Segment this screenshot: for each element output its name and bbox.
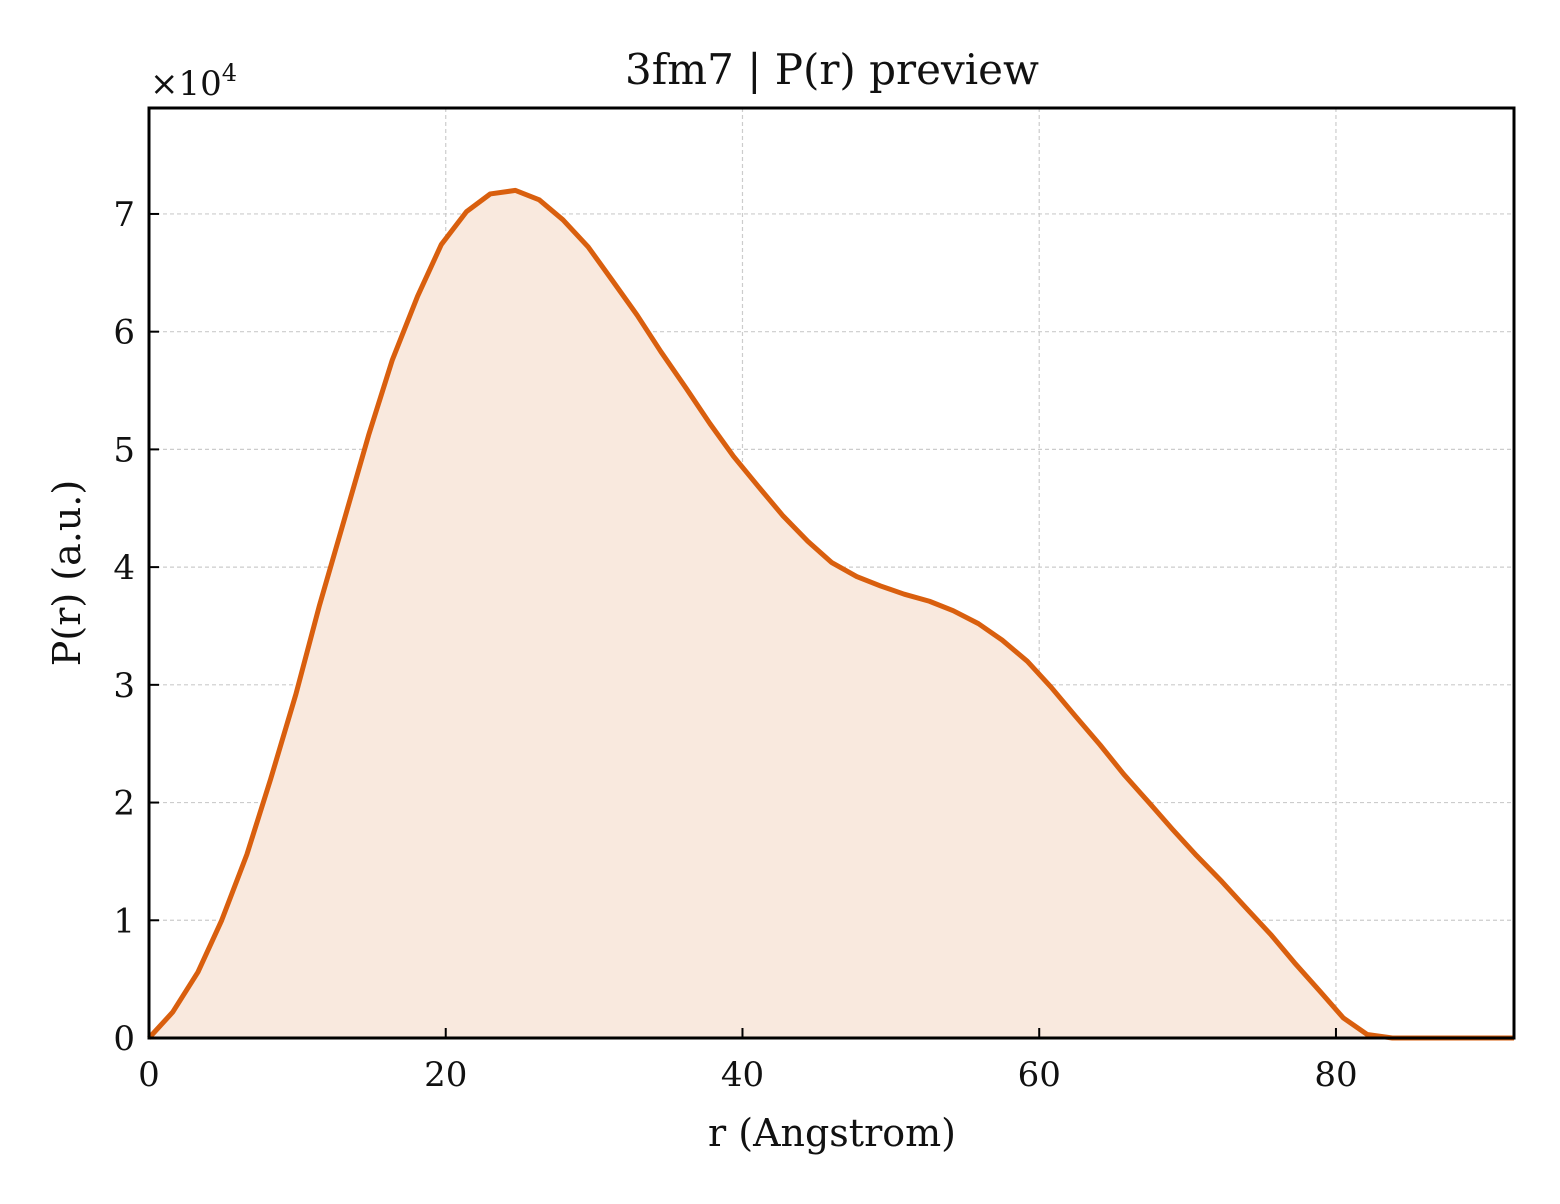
y-tick-label: 2 xyxy=(113,784,135,824)
y-tick-label: 7 xyxy=(113,195,135,235)
x-tick-label: 60 xyxy=(1018,1055,1061,1095)
y-tick-label: 5 xyxy=(113,430,135,470)
x-tick-label: 20 xyxy=(424,1055,467,1095)
y-scale-factor: ×104 xyxy=(150,59,237,104)
axis-ticks: 0 20 40 60 80 0 1 2 3 4 5 6 7 xyxy=(113,195,1357,1095)
area-fill xyxy=(149,190,1514,1038)
x-axis-label: r (Angstrom) xyxy=(708,1111,956,1155)
x-tick-label: 80 xyxy=(1314,1055,1357,1095)
y-scale-base: ×10 xyxy=(150,64,222,104)
x-tick-label: 40 xyxy=(721,1055,764,1095)
plot-frame xyxy=(147,106,1516,1040)
series-line xyxy=(147,187,1514,1041)
y-scale-exponent: 4 xyxy=(222,59,237,87)
y-tick-label: 3 xyxy=(113,666,135,706)
y-tick-label: 1 xyxy=(113,901,135,941)
x-tick-label: 0 xyxy=(138,1055,160,1095)
y-axis-label: P(r) (a.u.) xyxy=(45,480,89,666)
y-tick-label: 4 xyxy=(113,548,135,588)
y-tick-label: 6 xyxy=(113,313,135,353)
chart-title: 3fm7 | P(r) preview xyxy=(625,45,1039,94)
y-tick-label: 0 xyxy=(113,1019,135,1059)
